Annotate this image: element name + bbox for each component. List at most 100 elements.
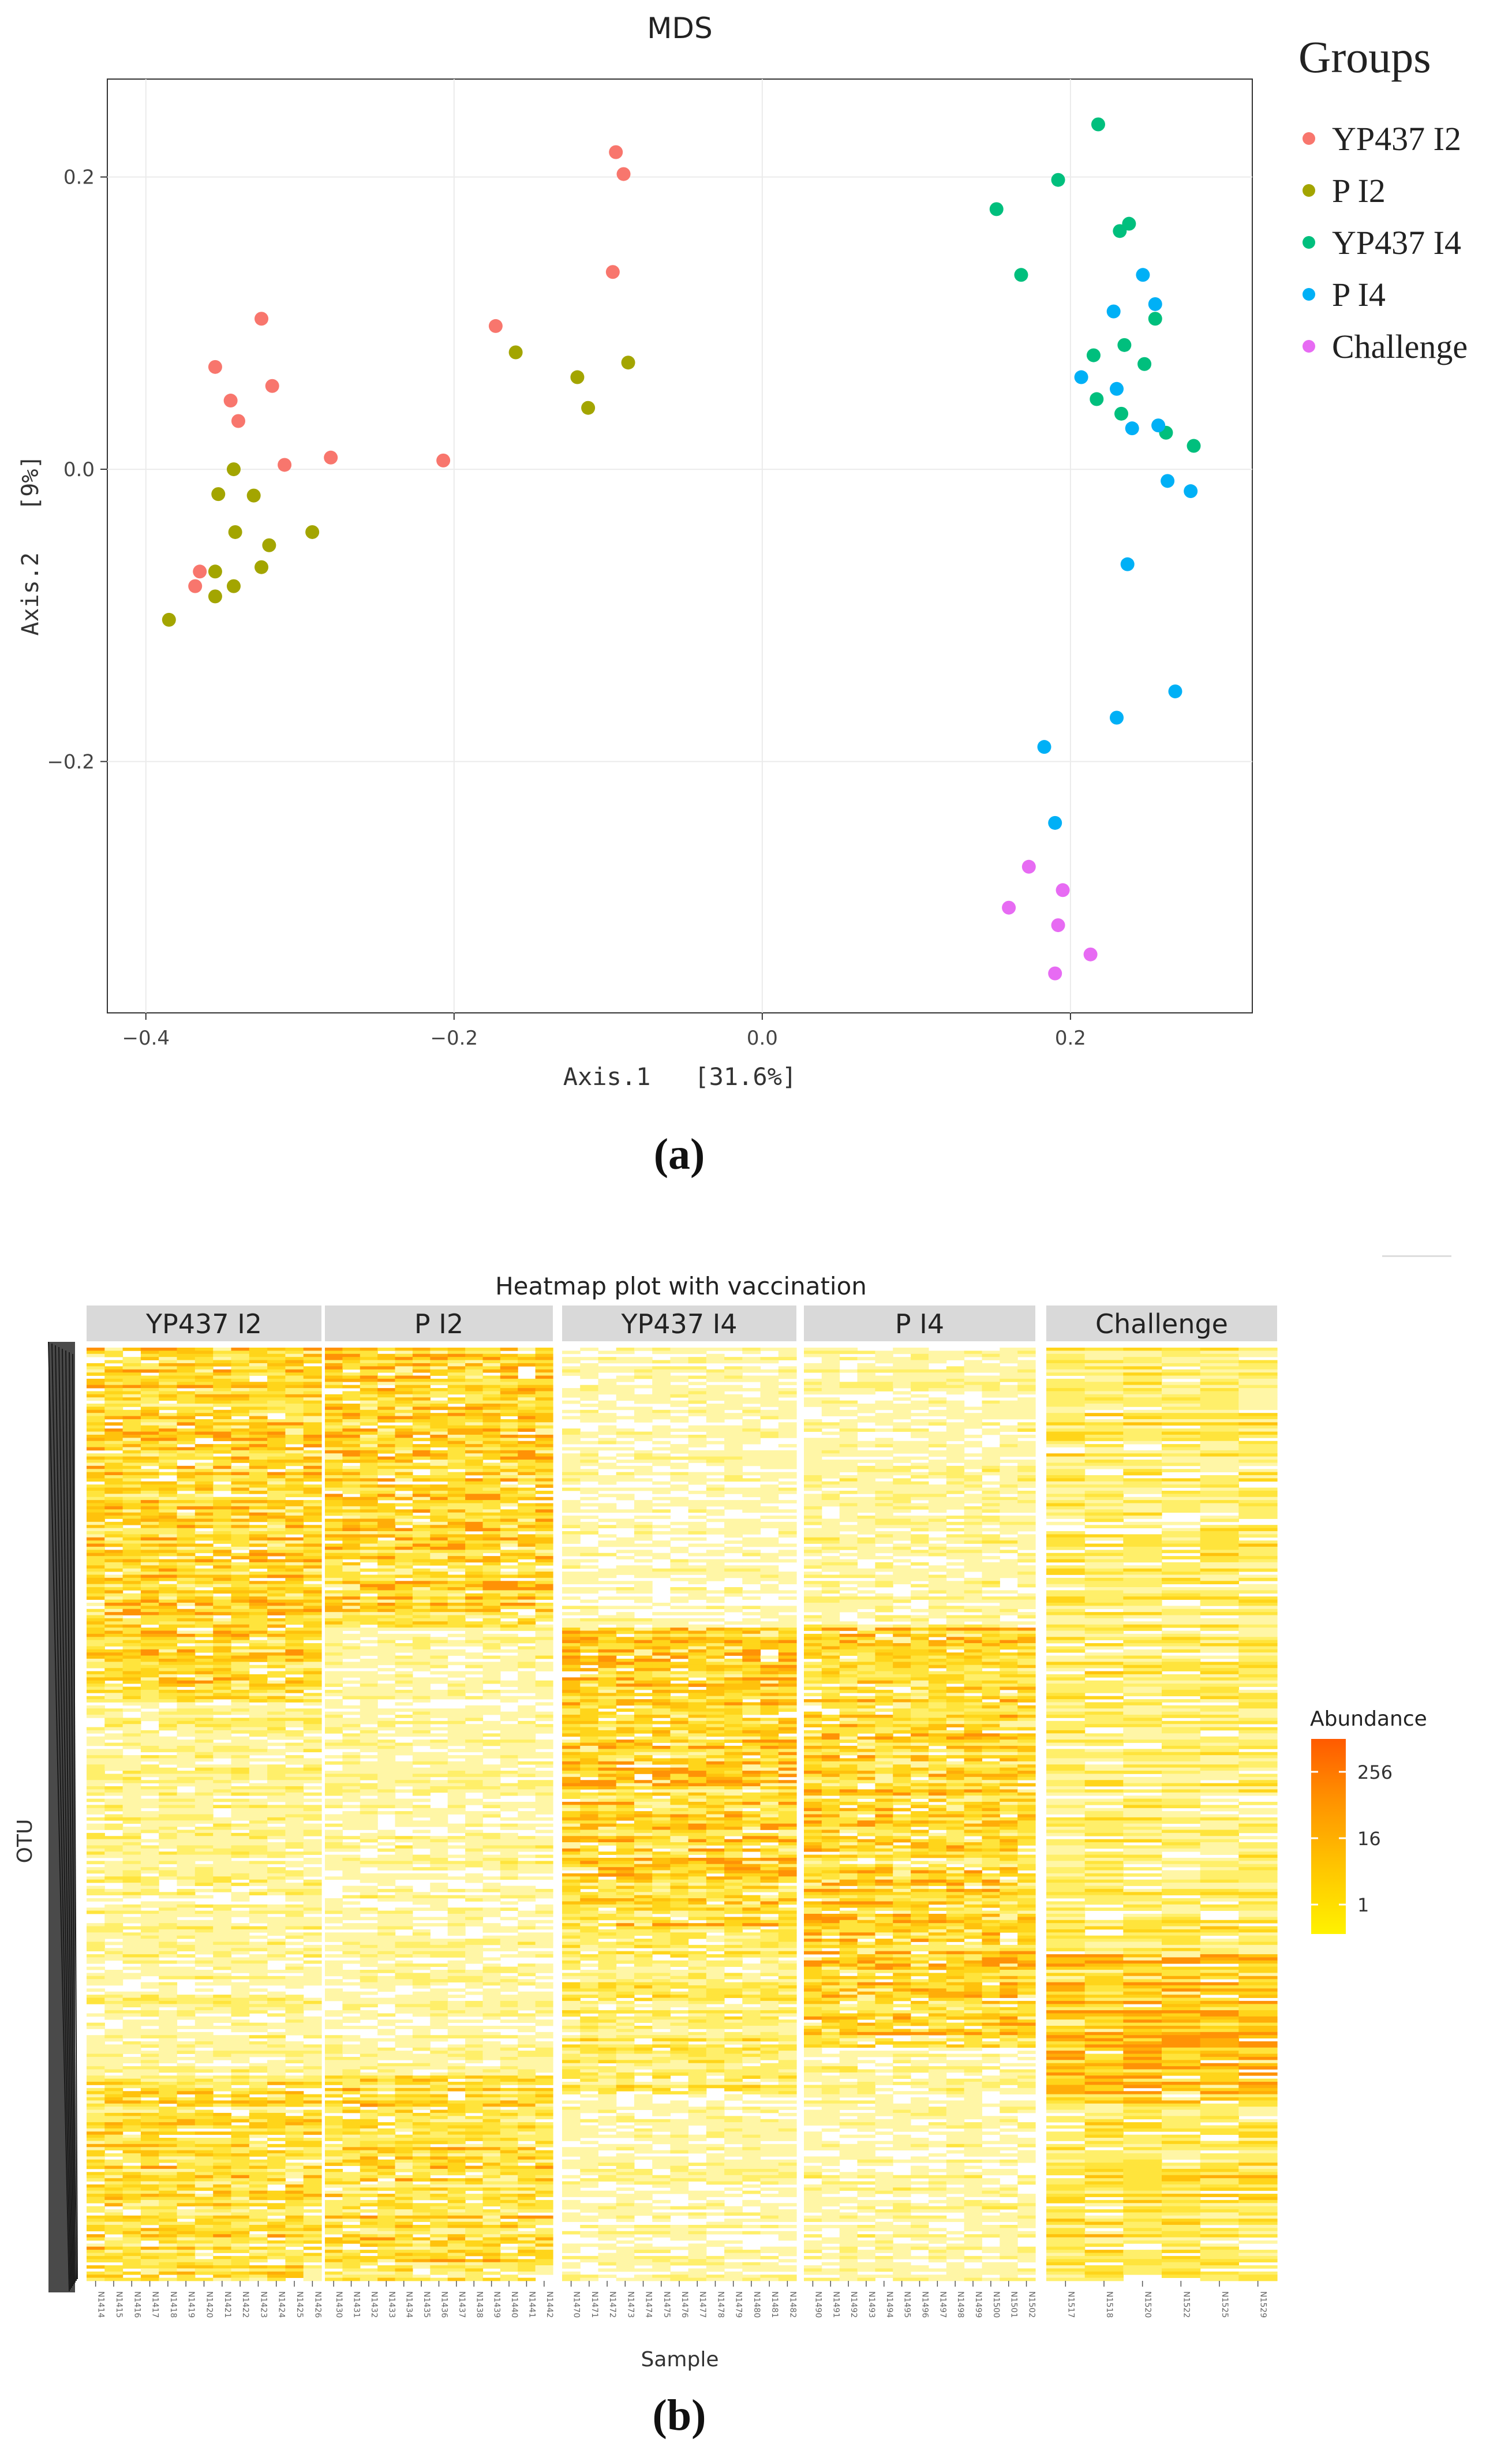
heatmap-cell (267, 1789, 286, 1793)
heatmap-cell (430, 1487, 448, 1491)
heatmap-cell (249, 1727, 268, 1731)
heatmap-cell (177, 1771, 196, 1774)
heatmap-cell (377, 1693, 396, 1697)
heatmap-cell (122, 2240, 141, 2244)
heatmap-cell (267, 1528, 286, 1532)
heatmap-cell (213, 1559, 232, 1563)
heatmap-cell (267, 1587, 286, 1591)
heatmap-cell (412, 1385, 431, 1389)
heatmap-cell (177, 2016, 196, 2020)
heatmap-cell (194, 2240, 214, 2244)
heatmap-cell (465, 1413, 484, 1416)
heatmap-cell (140, 1450, 159, 1454)
heatmap-cell (159, 2184, 178, 2188)
heatmap-cell (194, 1817, 214, 1821)
heatmap-cell (482, 1621, 501, 1625)
heatmap-cell (87, 1842, 105, 1846)
heatmap-cell (395, 1689, 413, 1693)
heatmap-cell (231, 1409, 250, 1413)
heatmap-cell (177, 2075, 196, 2079)
heatmap-cell (535, 1441, 553, 1445)
heatmap-cell (159, 1518, 178, 1522)
heatmap-cell (412, 1475, 431, 1479)
heatmap-cell (267, 1883, 286, 1886)
heatmap-cell (395, 1574, 413, 1578)
heatmap-cell (122, 2116, 141, 2120)
heatmap-cell (140, 1428, 159, 1432)
heatmap-cell (194, 2150, 214, 2154)
heatmap-cell (87, 1736, 105, 1740)
heatmap-cell (325, 1447, 343, 1451)
heatmap-cell (104, 2275, 123, 2279)
mds-x-axis-label: Axis.1 [31.6%] (563, 1063, 797, 1091)
heatmap-cell (104, 1941, 123, 1946)
heatmap-cell (249, 2100, 268, 2104)
heatmap-cell (325, 1469, 343, 1472)
heatmap-cell (412, 1478, 431, 1482)
heatmap-cell (430, 1606, 448, 1610)
heatmap-cell (249, 1404, 268, 1407)
heatmap-cell (482, 1593, 501, 1597)
heatmap-cell (140, 1789, 159, 1793)
heatmap-cell (122, 1441, 141, 1445)
heatmap-cell (395, 1696, 413, 1700)
heatmap-cell (500, 1512, 518, 1516)
heatmap-cell (377, 1628, 396, 1631)
heatmap-cell (482, 1484, 501, 1488)
heatmap-cell (87, 1944, 105, 1948)
heatmap-cell (87, 1876, 105, 1880)
heatmap-cell (325, 1431, 343, 1435)
heatmap-cell (177, 1351, 196, 1355)
heatmap-cell (249, 2228, 268, 2232)
heatmap-cell (285, 1941, 304, 1946)
heatmap-cell (159, 1621, 178, 1625)
heatmap-cell (213, 2035, 232, 2038)
heatmap-cell (194, 1475, 214, 1479)
heatmap-cell (325, 1441, 343, 1445)
heatmap-cell (285, 1621, 304, 1625)
heatmap-cell (249, 1599, 268, 1603)
heatmap-cell (140, 1649, 159, 1653)
heatmap-cell (303, 1465, 322, 1469)
heatmap-cell (412, 1628, 431, 1631)
heatmap-cell (159, 2221, 178, 2225)
heatmap-cell (249, 2255, 268, 2260)
heatmap-cell (360, 1574, 378, 1578)
heatmap-cell (249, 1553, 268, 1557)
heatmap-cell (140, 1574, 159, 1578)
heatmap-cell (360, 1715, 378, 1718)
heatmap-cell (213, 2038, 232, 2042)
heatmap-cell (325, 1727, 343, 1731)
heatmap-cell (535, 1612, 553, 1615)
heatmap-cell (140, 1550, 159, 1554)
heatmap-cell (87, 1764, 105, 1768)
heatmap-cell (140, 1500, 159, 1503)
heatmap-cell (303, 1997, 322, 2002)
heatmap-cell (377, 1587, 396, 1591)
heatmap-cell (447, 1593, 466, 1597)
heatmap-cell (140, 1630, 159, 1634)
heatmap-cell (249, 1864, 268, 1868)
heatmap-cell (159, 1422, 178, 1426)
heatmap-cell (213, 1827, 232, 1830)
heatmap-cell (285, 2116, 304, 2120)
heatmap-cell (447, 1372, 466, 1376)
heatmap-cell (249, 1487, 268, 1491)
heatmap-cell (159, 2138, 178, 2141)
heatmap-cell (325, 1684, 343, 1687)
heatmap-cell (249, 1475, 268, 1479)
heatmap-cell (213, 1854, 232, 1858)
data-point (305, 525, 320, 539)
heatmap-cell (377, 1531, 396, 1535)
heatmap-cell (140, 2228, 159, 2232)
heatmap-cell (267, 2051, 286, 2054)
heatmap-cell (104, 1926, 123, 1930)
heatmap-cell (342, 1587, 361, 1591)
heatmap-cell (267, 1385, 286, 1389)
heatmap-cell (482, 1518, 501, 1522)
heatmap-cell (249, 2134, 268, 2138)
heatmap-cell (104, 2221, 123, 2225)
heatmap-cell (104, 2197, 123, 2201)
heatmap-cell (518, 1593, 536, 1597)
heatmap-cell (447, 1366, 466, 1370)
